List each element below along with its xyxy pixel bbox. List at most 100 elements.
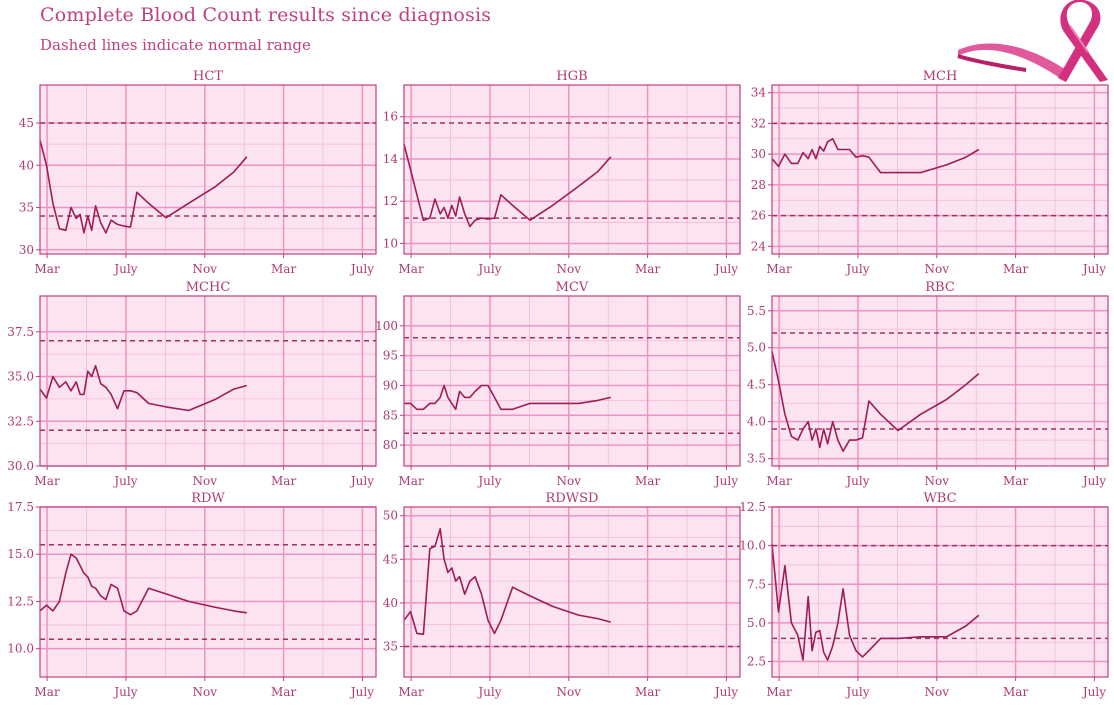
- x-tick-label: Nov: [193, 474, 218, 488]
- y-tick-label: 14: [383, 152, 399, 166]
- y-tick-label: 35: [383, 639, 398, 653]
- y-tick-label: 16: [383, 110, 398, 124]
- x-tick-label: July: [476, 474, 501, 488]
- x-tick-label: Mar: [399, 685, 424, 699]
- y-tick-label: 30: [751, 147, 766, 161]
- chart-title: Complete Blood Count results since diagn…: [40, 4, 492, 26]
- y-tick-label: 15.0: [7, 547, 34, 561]
- x-tick-label: July: [713, 685, 738, 699]
- x-tick-label: Nov: [193, 685, 218, 699]
- y-tick-label: 2.5: [747, 655, 766, 669]
- y-tick-label: 28: [751, 178, 766, 192]
- series-line: [404, 384, 611, 411]
- x-tick-label: Nov: [925, 685, 950, 699]
- y-tick-label: 85: [383, 408, 398, 422]
- x-tick-label: Mar: [35, 474, 60, 488]
- panel-border: [39, 295, 377, 467]
- panel-border: [39, 84, 377, 255]
- series-line: [771, 351, 980, 453]
- x-tick-label: July: [349, 262, 374, 276]
- x-tick-label: Mar: [399, 262, 424, 276]
- panel-title: WBC: [923, 491, 956, 506]
- panel-background: [772, 507, 1108, 677]
- series-line: [39, 139, 248, 234]
- series-line: [39, 364, 248, 412]
- x-tick-label: Nov: [925, 262, 950, 276]
- x-tick-label: July: [476, 685, 501, 699]
- y-tick-label: 30: [19, 243, 34, 257]
- y-tick-label: 7.5: [747, 577, 766, 591]
- panel-hct: HCT Mar July Nov Mar July 30 35 40 45: [19, 69, 377, 276]
- pink-ribbon-icon: [957, 0, 1108, 82]
- x-tick-label: July: [349, 685, 374, 699]
- x-tick-label: Mar: [767, 685, 792, 699]
- y-tick-label: 37.5: [7, 325, 34, 339]
- panel-title: HGB: [556, 69, 587, 84]
- x-tick-label: Nov: [557, 685, 582, 699]
- panel-border: [39, 506, 377, 678]
- x-tick-label: Mar: [399, 474, 424, 488]
- x-tick-label: Mar: [635, 474, 660, 488]
- y-tick-label: 80: [383, 438, 398, 452]
- panel-background: [40, 507, 376, 677]
- y-tick-label: 32: [751, 116, 766, 130]
- panel-border: [403, 506, 741, 678]
- y-tick-label: 12.5: [739, 500, 766, 514]
- panel-mcv: MCV Mar July Nov Mar July 80 85 90 95 100: [375, 280, 741, 488]
- y-tick-label: 26: [751, 209, 766, 223]
- x-tick-label: Mar: [1003, 474, 1028, 488]
- panel-border: [771, 506, 1109, 678]
- panel-rbc: RBC Mar July Nov Mar July 3.5 4.0 4.5 5.0 5.5: [747, 280, 1109, 488]
- x-tick-label: July: [1081, 685, 1106, 699]
- panel-title: MCV: [556, 280, 589, 295]
- x-tick-label: Mar: [1003, 685, 1028, 699]
- x-tick-label: July: [1081, 262, 1106, 276]
- series-line: [403, 527, 612, 636]
- y-tick-label: 4.5: [747, 378, 766, 392]
- y-tick-label: 35.0: [7, 370, 34, 384]
- y-tick-label: 10.0: [739, 539, 766, 553]
- panel-rdwsd: RDWSD Mar July Nov Mar July 35 40 45 50: [383, 491, 741, 699]
- y-tick-label: 35: [19, 201, 34, 215]
- panel-title: RDWSD: [546, 491, 599, 506]
- panel-border: [771, 84, 1109, 255]
- x-tick-label: Mar: [1003, 262, 1028, 276]
- x-tick-label: Mar: [271, 685, 296, 699]
- panel-rdw: RDW Mar July Nov Mar July 10.0 12.5 15.0 17.5: [7, 491, 377, 699]
- panel-title: RBC: [925, 280, 955, 295]
- y-tick-label: 40: [19, 158, 34, 172]
- x-tick-label: July: [844, 685, 869, 699]
- series-line: [771, 544, 980, 661]
- x-tick-label: Mar: [635, 685, 660, 699]
- x-tick-label: Mar: [35, 685, 60, 699]
- y-tick-label: 45: [19, 116, 34, 130]
- panel-background: [404, 85, 740, 254]
- x-tick-label: Nov: [193, 262, 218, 276]
- panel-background: [40, 296, 376, 466]
- x-tick-label: July: [112, 262, 137, 276]
- y-tick-label: 50: [383, 509, 398, 523]
- y-tick-label: 24: [751, 239, 767, 253]
- x-tick-label: July: [844, 474, 869, 488]
- y-tick-label: 45: [383, 552, 398, 566]
- x-tick-label: Nov: [557, 474, 582, 488]
- x-tick-label: Mar: [635, 262, 660, 276]
- x-tick-label: July: [713, 262, 738, 276]
- y-tick-label: 12: [383, 194, 398, 208]
- panel-title: RDW: [191, 491, 225, 506]
- panel-mch: MCH Mar July Nov Mar July 24 26 28 30 32 34: [751, 69, 1109, 276]
- panel-title: MCHC: [186, 280, 231, 295]
- series-line: [403, 144, 612, 228]
- y-tick-label: 32.5: [7, 414, 34, 428]
- series-line: [39, 553, 247, 616]
- y-tick-label: 12.5: [7, 594, 34, 608]
- y-tick-label: 30.0: [7, 459, 34, 473]
- y-tick-label: 100: [375, 319, 398, 333]
- x-tick-label: Mar: [271, 262, 296, 276]
- x-tick-label: July: [112, 685, 137, 699]
- panel-border: [403, 84, 741, 255]
- panel-hgb: HGB Mar July Nov Mar July 10 12 14 16: [383, 69, 741, 276]
- chart-subtitle: Dashed lines indicate normal range: [40, 36, 311, 54]
- y-tick-label: 5.0: [747, 616, 766, 630]
- x-tick-label: July: [713, 474, 738, 488]
